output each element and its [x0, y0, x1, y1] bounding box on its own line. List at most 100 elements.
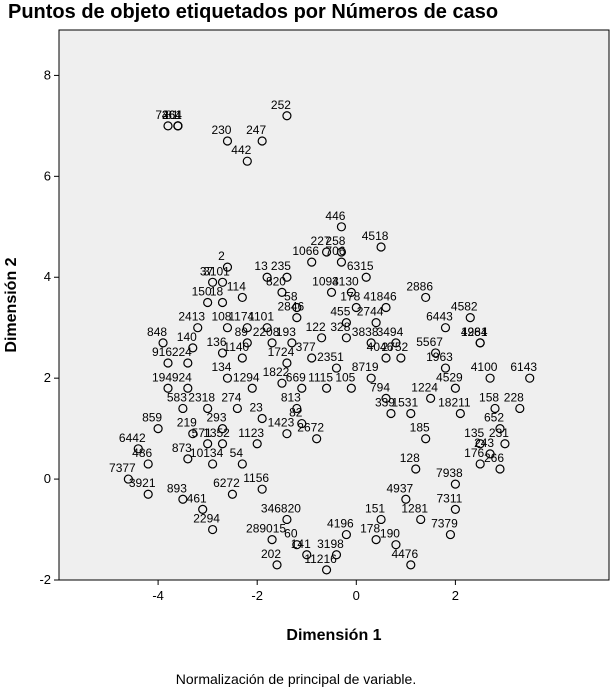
point-label: 442: [231, 143, 251, 157]
data-point: [371, 318, 381, 328]
point-label: 3198: [317, 537, 344, 551]
point-label: 6443: [426, 310, 453, 324]
point-label: 11216: [304, 552, 337, 566]
point-label: 1822: [263, 365, 290, 379]
y-tick-label: 6: [44, 168, 51, 183]
point-label: 377: [296, 340, 316, 354]
point-label: 4964: [461, 325, 488, 339]
point-label: 82: [289, 406, 303, 420]
point-label: 820: [266, 274, 286, 288]
point-label: 219: [177, 416, 197, 430]
data-point: [267, 535, 277, 545]
data-point: [217, 424, 228, 434]
data-point: [297, 383, 307, 393]
point-label: 461: [187, 491, 207, 505]
point-label: 18: [210, 284, 224, 298]
data-point: [292, 313, 302, 323]
data-point: [500, 439, 510, 449]
point-label: 1294: [233, 370, 260, 384]
y-tick-label: 0: [44, 471, 51, 486]
point-label: 652: [484, 411, 504, 425]
point-label: 252: [271, 98, 291, 112]
data-point: [495, 464, 505, 474]
data-point: [445, 529, 456, 540]
data-point: [282, 272, 292, 282]
point-label: 151: [365, 501, 385, 515]
data-point: [143, 459, 153, 469]
point-label: 10134: [190, 446, 224, 460]
data-point: [222, 136, 233, 146]
data-point: [371, 535, 381, 545]
point-label: 2208: [253, 325, 280, 339]
data-point: [351, 302, 361, 313]
data-point: [178, 494, 188, 504]
point-label: 361: [162, 108, 182, 122]
data-point: [346, 287, 356, 297]
point-label: 7379: [431, 517, 458, 531]
data-point: [406, 408, 416, 419]
data-point: [416, 514, 426, 525]
point-label: 3838: [352, 325, 379, 339]
point-label: 1094: [312, 274, 339, 288]
point-label: 4937: [386, 481, 413, 495]
data-point: [153, 424, 163, 434]
point-label: 227: [311, 234, 331, 248]
data-point: [217, 297, 228, 308]
point-label: 706: [325, 244, 345, 258]
data-point: [217, 277, 228, 287]
point-label: 3101: [203, 264, 230, 278]
data-point: [222, 323, 233, 333]
y-tick-label: 2: [44, 370, 51, 385]
point-label: 235: [271, 259, 291, 273]
data-points: [123, 111, 535, 575]
data-point: [346, 383, 356, 393]
point-label: 583: [167, 390, 187, 404]
data-point: [490, 403, 500, 414]
point-label: 3921: [129, 476, 156, 490]
data-point: [401, 494, 411, 504]
point-label: 1224: [411, 380, 438, 394]
data-point: [317, 333, 327, 343]
data-point: [232, 403, 242, 414]
data-point: [133, 444, 143, 454]
point-label: 464: [162, 108, 182, 122]
data-point: [257, 484, 267, 494]
point-label: 794: [370, 380, 390, 394]
point-label: 140: [177, 330, 197, 344]
point-label: 108: [211, 310, 231, 324]
data-point: [242, 338, 252, 348]
data-point: [292, 540, 302, 550]
data-point: [485, 449, 495, 459]
point-label: 5567: [416, 335, 443, 349]
point-label: 228: [504, 390, 524, 404]
y-tick-label: 4: [44, 269, 51, 284]
data-point: [341, 318, 351, 328]
point-label: 13: [254, 259, 268, 273]
data-point: [475, 459, 485, 469]
data-point: [430, 348, 441, 358]
plot-area: [58, 29, 610, 581]
point-label: 328: [330, 320, 350, 334]
data-point: [495, 424, 505, 434]
point-label: 571: [192, 426, 212, 440]
point-label: 2: [218, 249, 225, 263]
point-label: 89: [235, 325, 249, 339]
data-point: [163, 358, 173, 368]
point-label: 7377: [109, 461, 136, 475]
point-label: 72: [155, 108, 169, 122]
point-label: 136: [206, 335, 226, 349]
point-label: 4046: [367, 340, 394, 354]
data-point: [287, 338, 297, 348]
point-label: 202: [261, 547, 281, 561]
point-label: 122: [306, 320, 326, 334]
point-label: 54: [230, 446, 244, 460]
x-tick-label: -2: [251, 588, 263, 603]
point-label: 266: [484, 451, 504, 465]
data-point: [247, 383, 257, 393]
data-point: [193, 323, 203, 333]
data-point: [292, 302, 302, 313]
data-point: [465, 313, 475, 323]
data-point: [198, 504, 208, 514]
data-point: [455, 408, 465, 419]
y-axis-label: Dimensión 2: [3, 257, 20, 352]
